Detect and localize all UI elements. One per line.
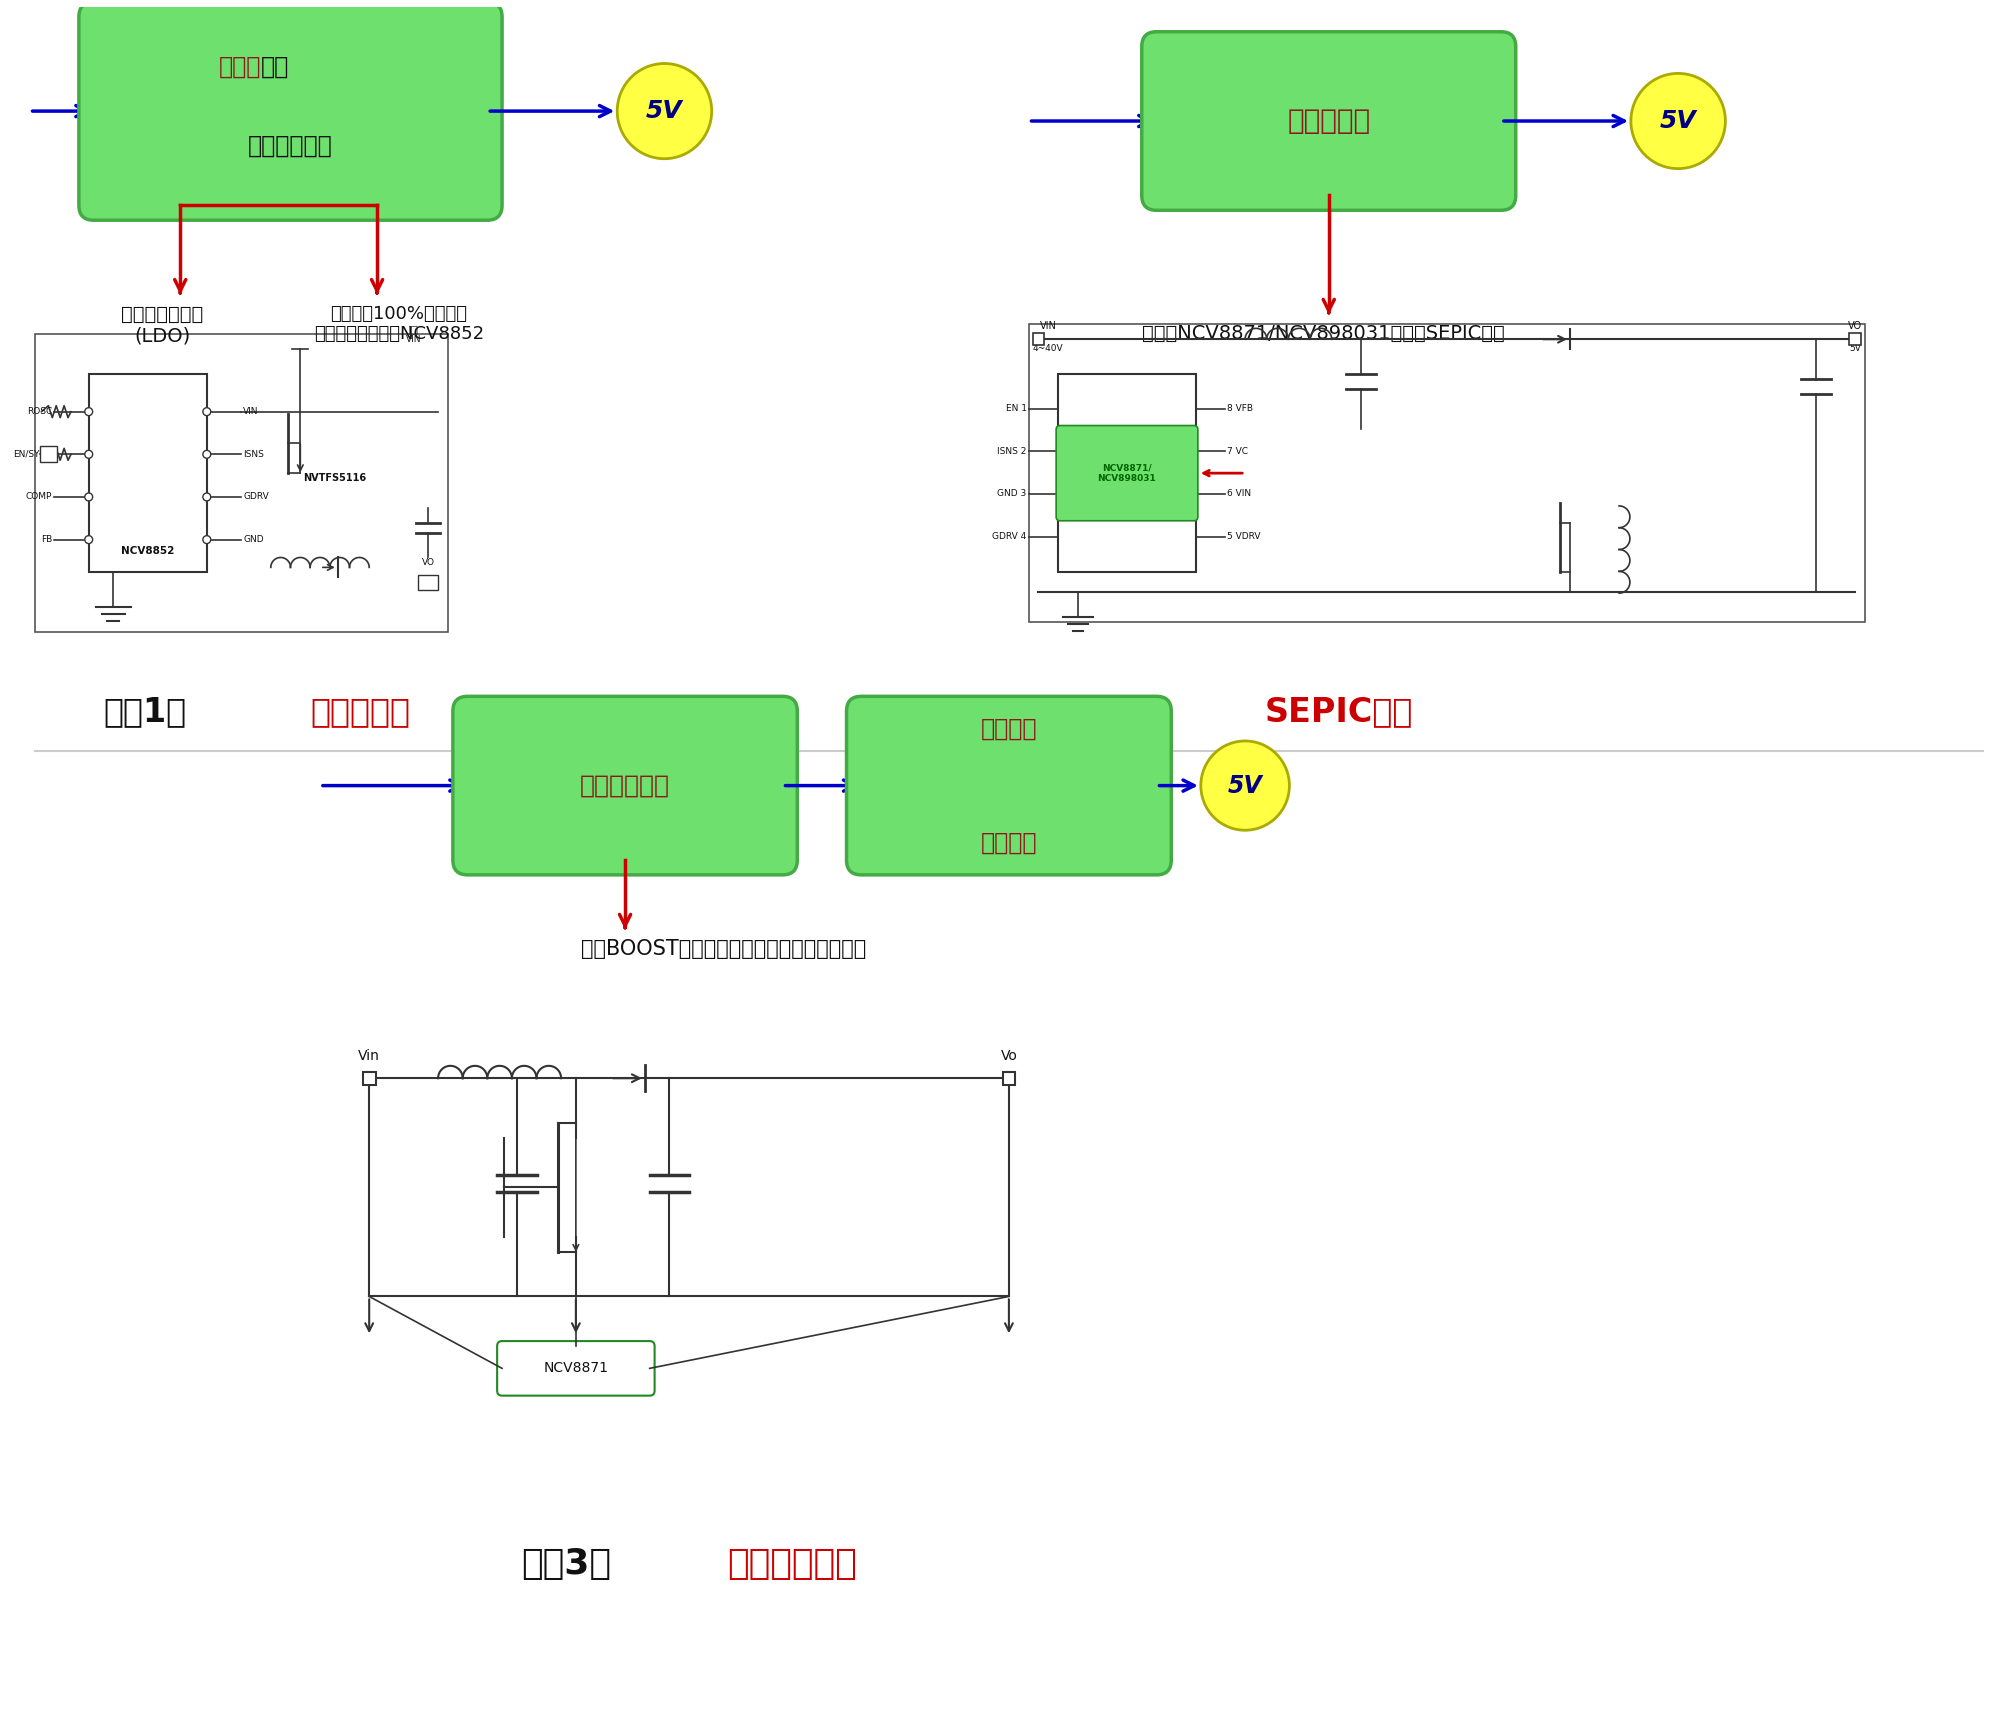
Text: GND 3: GND 3 (998, 490, 1026, 499)
Text: VIN: VIN (1040, 322, 1056, 332)
Circle shape (202, 494, 210, 501)
Text: 5V: 5V (1660, 108, 1696, 132)
Text: 6 VIN: 6 VIN (1228, 490, 1252, 499)
Text: EN 1: EN 1 (1006, 404, 1026, 413)
Text: 可以实现100%占空比的
降压开关电源，如NCV8852: 可以实现100%占空比的 降压开关电源，如NCV8852 (314, 304, 484, 344)
Text: 低压降: 低压降 (218, 55, 260, 79)
Circle shape (84, 494, 92, 501)
Circle shape (202, 408, 210, 416)
Text: 5V: 5V (646, 100, 682, 124)
Text: 7 VC: 7 VC (1228, 447, 1248, 456)
Text: 比如用NCV8871/NCV898031搭建的SEPIC电路: 比如用NCV8871/NCV898031搭建的SEPIC电路 (1142, 325, 1506, 344)
Text: ROSC: ROSC (28, 408, 52, 416)
Bar (418, 574, 438, 590)
FancyBboxPatch shape (1056, 425, 1198, 521)
Text: 5V: 5V (1228, 774, 1262, 798)
Text: NVTFS5116: NVTFS5116 (304, 473, 366, 483)
Text: NCV8871: NCV8871 (544, 1361, 608, 1376)
Text: ISNS: ISNS (244, 451, 264, 459)
Text: Vo: Vo (1000, 1049, 1018, 1063)
Text: 4~40V: 4~40V (1032, 344, 1064, 353)
FancyBboxPatch shape (498, 1342, 654, 1395)
Text: 8 VFB: 8 VFB (1228, 404, 1254, 413)
Text: VO: VO (1848, 322, 1862, 332)
Text: Vin: Vin (358, 1049, 380, 1063)
Text: 方案2：: 方案2： (1058, 695, 1142, 728)
Text: 低压降电源: 低压降电源 (310, 695, 410, 728)
Circle shape (618, 64, 712, 158)
Circle shape (202, 535, 210, 544)
Text: VIN: VIN (406, 335, 422, 344)
FancyBboxPatch shape (78, 2, 502, 220)
Text: COMP: COMP (26, 492, 52, 502)
Text: NCV8852: NCV8852 (122, 545, 174, 556)
Circle shape (84, 408, 92, 416)
Text: VO: VO (422, 559, 434, 568)
Text: 降压电源: 降压电源 (980, 831, 1038, 855)
Text: 方案1：: 方案1： (104, 695, 186, 728)
Text: 5 VDRV: 5 VDRV (1228, 531, 1260, 542)
Text: ISNS 2: ISNS 2 (998, 447, 1026, 456)
Text: □: □ (408, 325, 418, 334)
Text: NCV8871/
NCV898031: NCV8871/ NCV898031 (1098, 463, 1156, 483)
Text: 低压降线性电源
(LDO): 低压降线性电源 (LDO) (122, 304, 204, 346)
Text: SEPIC电路: SEPIC电路 (1264, 695, 1414, 728)
Text: 前置升压电源: 前置升压电源 (580, 774, 670, 798)
FancyBboxPatch shape (846, 697, 1172, 875)
Bar (1028, 325, 1866, 623)
Bar (1058, 373, 1196, 573)
Text: 升降压电源: 升降压电源 (1288, 107, 1370, 134)
Text: EN/SYNC: EN/SYNC (12, 451, 52, 459)
FancyBboxPatch shape (1142, 31, 1516, 210)
Circle shape (84, 535, 92, 544)
Text: FB: FB (42, 535, 52, 544)
Bar (1032, 334, 1044, 346)
Bar (1002, 1072, 1016, 1085)
Bar (88, 373, 206, 573)
Circle shape (1630, 74, 1726, 169)
Text: GDRV: GDRV (244, 492, 268, 502)
Bar (362, 1072, 376, 1085)
Circle shape (1200, 741, 1290, 831)
Bar (1850, 334, 1862, 346)
Text: 5V: 5V (1850, 344, 1862, 353)
Text: 前置升压电源: 前置升压电源 (728, 1548, 858, 1581)
Bar (40, 447, 58, 463)
Text: 采用BOOST电路，当电压低于设定电压时升压: 采用BOOST电路，当电压低于设定电压时升压 (580, 939, 866, 960)
Text: 方案3：: 方案3： (522, 1548, 612, 1581)
Circle shape (84, 451, 92, 458)
FancyBboxPatch shape (452, 697, 798, 875)
Text: GDRV 4: GDRV 4 (992, 531, 1026, 542)
Text: GND: GND (244, 535, 264, 544)
Text: 初级高压: 初级高压 (980, 716, 1038, 740)
Text: 初级: 初级 (260, 55, 290, 79)
Text: 高压降压电源: 高压降压电源 (248, 134, 332, 158)
Circle shape (202, 451, 210, 458)
Bar (34, 334, 448, 631)
Text: VIN: VIN (244, 408, 258, 416)
